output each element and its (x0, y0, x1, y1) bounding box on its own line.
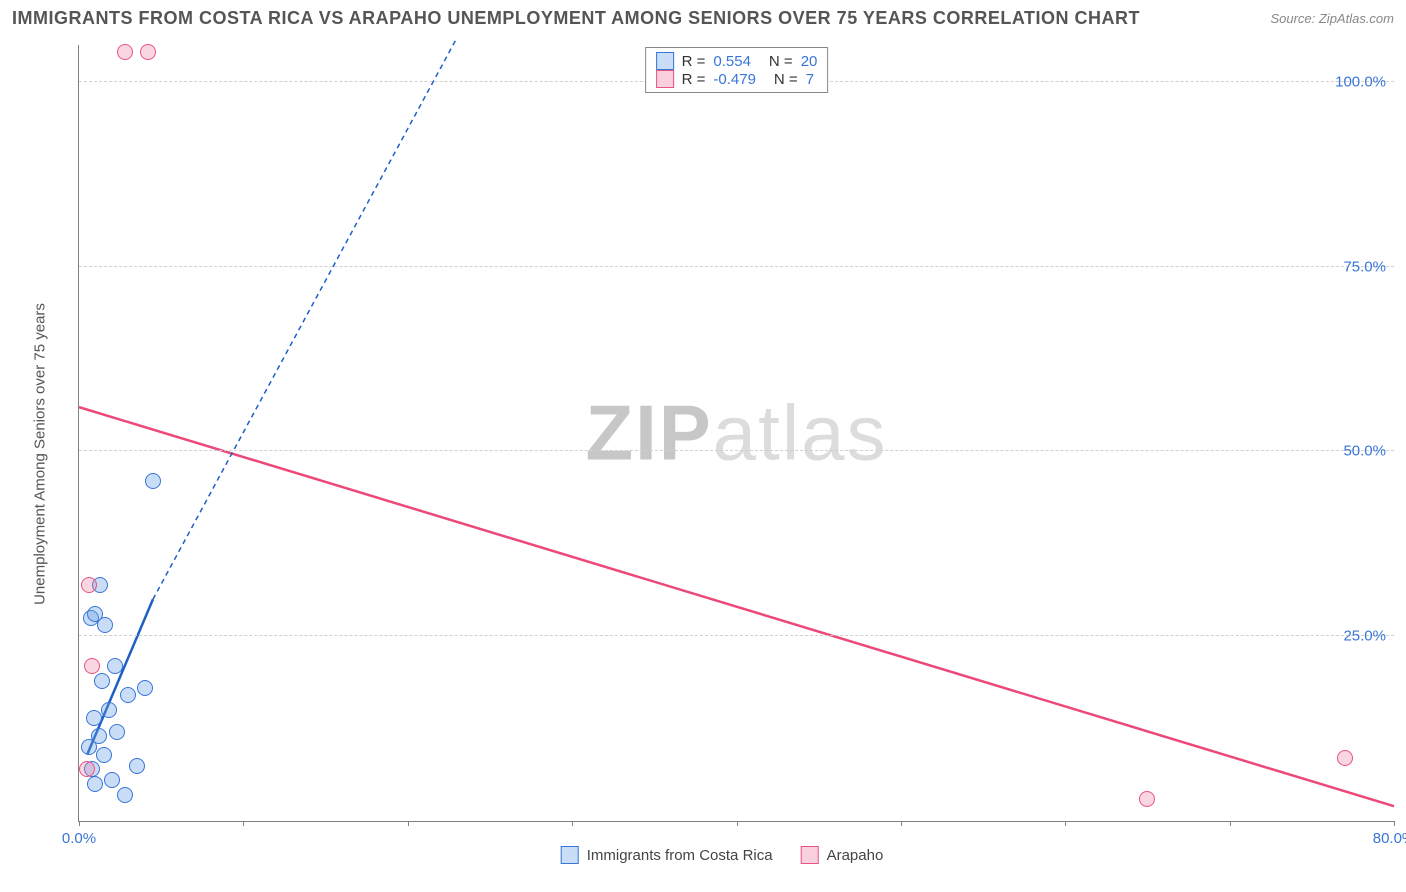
scatter-point-blue (91, 728, 107, 744)
x-tick (1394, 821, 1395, 826)
chart-area: Unemployment Among Seniors over 75 years… (50, 45, 1394, 862)
scatter-point-blue (94, 673, 110, 689)
watermark-atlas: atlas (713, 389, 888, 477)
gridline-horizontal (79, 635, 1394, 636)
scatter-point-blue (107, 658, 123, 674)
scatter-point-blue (101, 702, 117, 718)
trend-lines-layer (79, 45, 1394, 821)
legend-r-value-pink: -0.479 (713, 71, 756, 88)
scatter-point-pink (1337, 750, 1353, 766)
x-tick (901, 821, 902, 826)
legend-n-label: N = (769, 53, 793, 70)
x-tick (1230, 821, 1231, 826)
y-tick-label: 75.0% (1343, 258, 1386, 275)
legend-n-label: N = (774, 71, 798, 88)
title-bar: IMMIGRANTS FROM COSTA RICA VS ARAPAHO UN… (0, 0, 1406, 33)
scatter-point-blue (120, 687, 136, 703)
series-legend-item: Arapaho (801, 846, 884, 864)
legend-swatch-pink (656, 70, 674, 88)
x-tick (572, 821, 573, 826)
trend-line (79, 407, 1394, 806)
scatter-point-blue (104, 772, 120, 788)
scatter-point-blue (129, 758, 145, 774)
legend-swatch-pink (801, 846, 819, 864)
x-tick (1065, 821, 1066, 826)
scatter-point-blue (137, 680, 153, 696)
gridline-horizontal (79, 450, 1394, 451)
trend-line (153, 38, 457, 600)
scatter-point-blue (145, 473, 161, 489)
series-legend-label: Immigrants from Costa Rica (587, 847, 773, 864)
watermark: ZIPatlas (585, 388, 887, 479)
legend-n-value-blue: 20 (801, 53, 818, 70)
source-label: Source: (1270, 11, 1318, 26)
series-legend-item: Immigrants from Costa Rica (561, 846, 773, 864)
x-tick (243, 821, 244, 826)
legend-swatch-blue (561, 846, 579, 864)
x-tick-label: 80.0% (1373, 830, 1406, 847)
gridline-horizontal (79, 266, 1394, 267)
scatter-point-pink (1139, 791, 1155, 807)
scatter-point-blue (87, 606, 103, 622)
legend-n-value-pink: 7 (806, 71, 814, 88)
y-axis-label: Unemployment Among Seniors over 75 years (32, 303, 49, 605)
chart-title: IMMIGRANTS FROM COSTA RICA VS ARAPAHO UN… (12, 8, 1140, 29)
scatter-point-pink (79, 761, 95, 777)
scatter-point-blue (86, 710, 102, 726)
x-tick (408, 821, 409, 826)
scatter-point-pink (117, 44, 133, 60)
y-tick-label: 50.0% (1343, 443, 1386, 460)
scatter-point-blue (87, 776, 103, 792)
x-tick-label: 0.0% (62, 830, 96, 847)
scatter-point-pink (140, 44, 156, 60)
x-tick (737, 821, 738, 826)
scatter-point-blue (117, 787, 133, 803)
x-tick (79, 821, 80, 826)
legend-r-value-blue: 0.554 (713, 53, 751, 70)
legend-r-label: R = (682, 53, 706, 70)
correlation-legend-row: R = 0.554 N = 20 (656, 52, 818, 70)
scatter-point-blue (109, 724, 125, 740)
series-legend: Immigrants from Costa Rica Arapaho (561, 846, 884, 864)
y-tick-label: 100.0% (1335, 73, 1386, 90)
watermark-zip: ZIP (585, 389, 712, 477)
legend-swatch-blue (656, 52, 674, 70)
correlation-legend-row: R = -0.479 N = 7 (656, 70, 818, 88)
scatter-point-pink (84, 658, 100, 674)
scatter-point-blue (96, 747, 112, 763)
chart-source: Source: ZipAtlas.com (1270, 11, 1394, 26)
plot-region: ZIPatlas R = 0.554 N = 20 R = -0.479 N =… (78, 45, 1394, 822)
y-tick-label: 25.0% (1343, 628, 1386, 645)
correlation-legend: R = 0.554 N = 20 R = -0.479 N = 7 (645, 47, 829, 93)
series-legend-label: Arapaho (827, 847, 884, 864)
legend-r-label: R = (682, 71, 706, 88)
scatter-point-pink (81, 577, 97, 593)
source-value: ZipAtlas.com (1319, 11, 1394, 26)
